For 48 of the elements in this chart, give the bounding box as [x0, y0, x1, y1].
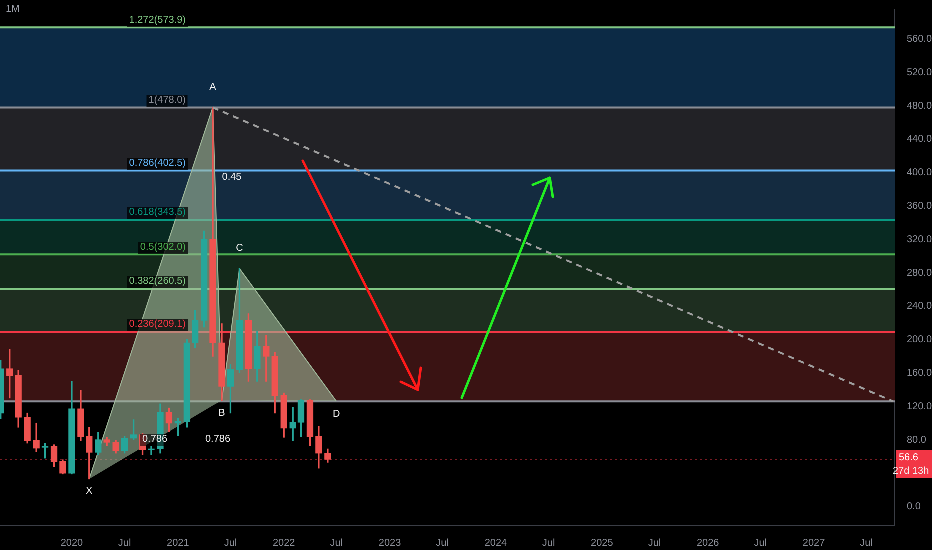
y-tick-label: 120.0 [907, 401, 932, 412]
x-tick-label: 2025 [591, 538, 614, 549]
chart-title: 1M [6, 4, 20, 15]
x-tick-label: Jul [330, 538, 344, 549]
y-tick-label: 280.0 [907, 268, 932, 279]
ref-line-label: 1(478.0) [146, 94, 188, 107]
x-tick-label: 2026 [696, 538, 720, 549]
ref-line-label: 56.6 [899, 452, 919, 464]
annotation: 0.786 [140, 434, 170, 446]
y-tick-label: 360.0 [907, 200, 932, 212]
y-tick-label: 520.0 [907, 67, 932, 78]
annotation: 0.45 [222, 172, 242, 184]
ref-line-label: 0.618(343.5) [127, 206, 188, 219]
y-tick-label: 400.0 [907, 168, 932, 179]
x-tick-label: 2024 [484, 538, 508, 549]
annotation: D [332, 408, 342, 421]
annotation: A [208, 82, 218, 94]
annotation: 0.786 [203, 434, 233, 446]
y-tick-label: 480.0 [907, 100, 932, 112]
x-tick-label: 2021 [167, 538, 190, 549]
ref-line-label: 0.382(260.5) [127, 276, 188, 288]
annotation: C [235, 242, 244, 255]
x-tick-label: 2022 [272, 538, 296, 549]
y-tick-label: 320.0 [907, 234, 932, 246]
y-tick-label: 80.0 [907, 434, 927, 446]
y-tick-label: 0.0 [907, 502, 922, 513]
y-tick-label: 200.0 [907, 334, 932, 346]
x-tick-label: Jul [648, 538, 662, 549]
y-tick-label: 160.0 [907, 368, 932, 379]
annotation: X [85, 486, 94, 498]
x-tick-label: Jul [542, 538, 556, 549]
ref-line-label: 0.236(209.1) [127, 319, 188, 332]
candlestick [148, 446, 155, 456]
x-tick-label: Jul [754, 538, 768, 549]
x-tick-label: 2020 [60, 538, 84, 549]
y-tick-label: 440.0 [907, 134, 932, 146]
x-tick-label: Jul [860, 538, 873, 549]
annotation: B [218, 408, 226, 420]
x-tick-label: 2027 [802, 538, 826, 549]
y-tick-label: 240.0 [907, 301, 932, 312]
ref-line-label: 1.272(573.9) [127, 14, 188, 27]
x-tick-label: Jul [224, 538, 238, 549]
ref-line-label: 0.5(302.0) [138, 242, 188, 254]
ref-line-label: 0.786(402.5) [127, 158, 188, 170]
x-tick-label: Jul [118, 538, 132, 549]
x-tick-label: Jul [436, 538, 449, 549]
x-tick-label: 2023 [378, 538, 402, 549]
y-tick-label: 560.0 [907, 34, 932, 45]
